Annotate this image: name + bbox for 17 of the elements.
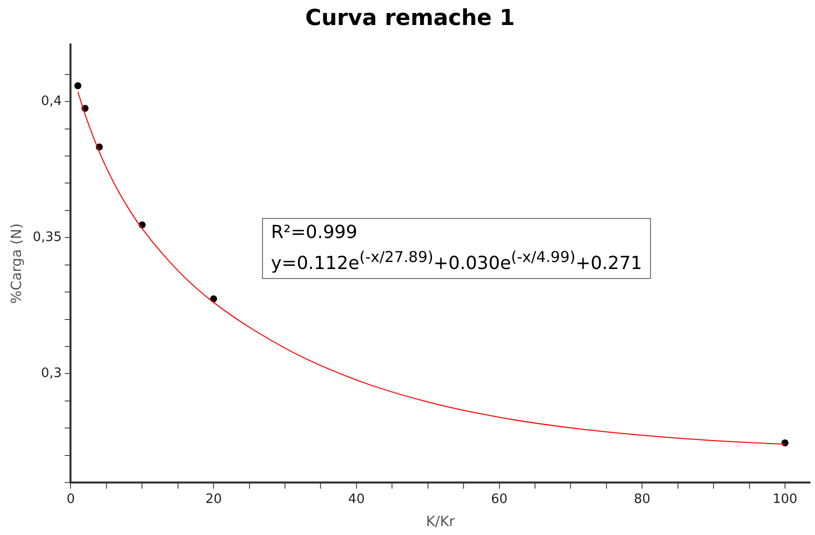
- x-axis-title: K/Kr: [426, 514, 456, 530]
- x-tick-label: 100: [772, 492, 798, 507]
- x-tick-label: 80: [634, 492, 650, 507]
- x-tick-label: 20: [205, 492, 222, 507]
- y-tick-label: 0,4: [41, 94, 62, 109]
- x-tick-label: 0: [66, 492, 75, 507]
- x-tick-label: 40: [348, 492, 365, 507]
- x-tick-label: 60: [491, 492, 508, 507]
- y-tick-label: 0,35: [32, 230, 62, 246]
- point: [782, 439, 788, 446]
- annotation: R²=0.999: [271, 221, 358, 245]
- y-axis-title: %Carga (N): [9, 223, 26, 304]
- annotation: y=0.112e$^{(-x/27.89)}$+0.030e$^{(-x/4.99)}$+0.271: [271, 247, 642, 276]
- y-tick-label: 0,3: [41, 366, 62, 382]
- chart-title: Curva remache 1: [305, 6, 515, 31]
- point: [210, 295, 218, 302]
- point: [74, 82, 82, 90]
